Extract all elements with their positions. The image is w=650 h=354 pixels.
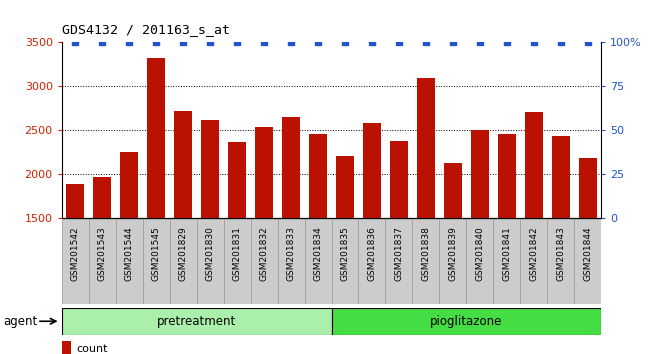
Text: GSM201839: GSM201839 [448, 226, 458, 281]
Point [474, 40, 485, 45]
Bar [174, 111, 192, 218]
Bar [471, 130, 489, 218]
Text: pioglitazone: pioglitazone [430, 315, 502, 328]
Bar [493, 219, 521, 304]
Point [394, 40, 404, 45]
Bar [202, 120, 219, 218]
Bar [255, 127, 273, 218]
Text: GSM201542: GSM201542 [71, 226, 80, 281]
Bar [467, 219, 493, 304]
Text: GSM201838: GSM201838 [421, 226, 430, 281]
Bar [62, 341, 72, 354]
Text: GSM201543: GSM201543 [98, 226, 107, 281]
Bar [332, 219, 359, 304]
Bar [196, 219, 224, 304]
Text: GSM201842: GSM201842 [529, 226, 538, 281]
Bar [579, 158, 597, 218]
Point [124, 40, 135, 45]
Point [259, 40, 269, 45]
Point [502, 40, 512, 45]
Bar [304, 219, 332, 304]
Point [556, 40, 566, 45]
Bar [444, 164, 462, 218]
Text: GSM201840: GSM201840 [475, 226, 484, 281]
Text: agent: agent [3, 315, 37, 328]
Bar [62, 219, 88, 304]
Text: GSM201834: GSM201834 [313, 226, 322, 281]
Point [151, 40, 161, 45]
Point [232, 40, 242, 45]
Bar [413, 219, 439, 304]
Bar [359, 219, 385, 304]
Text: GSM201832: GSM201832 [259, 226, 268, 281]
Bar [390, 142, 408, 218]
Point [367, 40, 377, 45]
Point [178, 40, 188, 45]
Text: GSM201545: GSM201545 [151, 226, 161, 281]
Point [313, 40, 323, 45]
Bar [309, 133, 327, 218]
Text: GDS4132 / 201163_s_at: GDS4132 / 201163_s_at [62, 23, 229, 36]
Bar [521, 219, 547, 304]
Point [528, 40, 539, 45]
Bar [62, 308, 332, 335]
Bar [66, 184, 84, 218]
Bar [385, 219, 413, 304]
Bar [148, 58, 165, 218]
Bar [143, 219, 170, 304]
Point [421, 40, 431, 45]
Bar [224, 219, 251, 304]
Bar [336, 155, 354, 218]
Point [205, 40, 215, 45]
Bar [363, 123, 381, 218]
Text: count: count [77, 344, 109, 354]
Point [448, 40, 458, 45]
Bar [547, 219, 575, 304]
Bar [228, 142, 246, 218]
Point [582, 40, 593, 45]
Text: GSM201836: GSM201836 [367, 226, 376, 281]
Text: pretreatment: pretreatment [157, 315, 236, 328]
Bar [251, 219, 278, 304]
Bar [552, 136, 569, 218]
Point [340, 40, 350, 45]
Text: GSM201843: GSM201843 [556, 226, 566, 281]
Bar [417, 78, 435, 218]
Text: GSM201831: GSM201831 [233, 226, 242, 281]
Bar [498, 133, 515, 218]
Bar [170, 219, 196, 304]
Text: GSM201544: GSM201544 [125, 226, 134, 281]
Text: GSM201835: GSM201835 [341, 226, 350, 281]
Text: GSM201830: GSM201830 [205, 226, 214, 281]
Point [97, 40, 107, 45]
Bar [525, 112, 543, 218]
Bar [282, 117, 300, 218]
Point [286, 40, 296, 45]
Bar [88, 219, 116, 304]
Text: GSM201837: GSM201837 [395, 226, 404, 281]
Bar [94, 177, 111, 218]
Bar [332, 308, 601, 335]
Text: GSM201841: GSM201841 [502, 226, 512, 281]
Bar [116, 219, 143, 304]
Point [70, 40, 81, 45]
Text: GSM201844: GSM201844 [583, 226, 592, 281]
Bar [575, 219, 601, 304]
Bar [278, 219, 304, 304]
Text: GSM201829: GSM201829 [179, 226, 188, 281]
Text: GSM201833: GSM201833 [287, 226, 296, 281]
Bar [120, 152, 138, 218]
Bar [439, 219, 467, 304]
